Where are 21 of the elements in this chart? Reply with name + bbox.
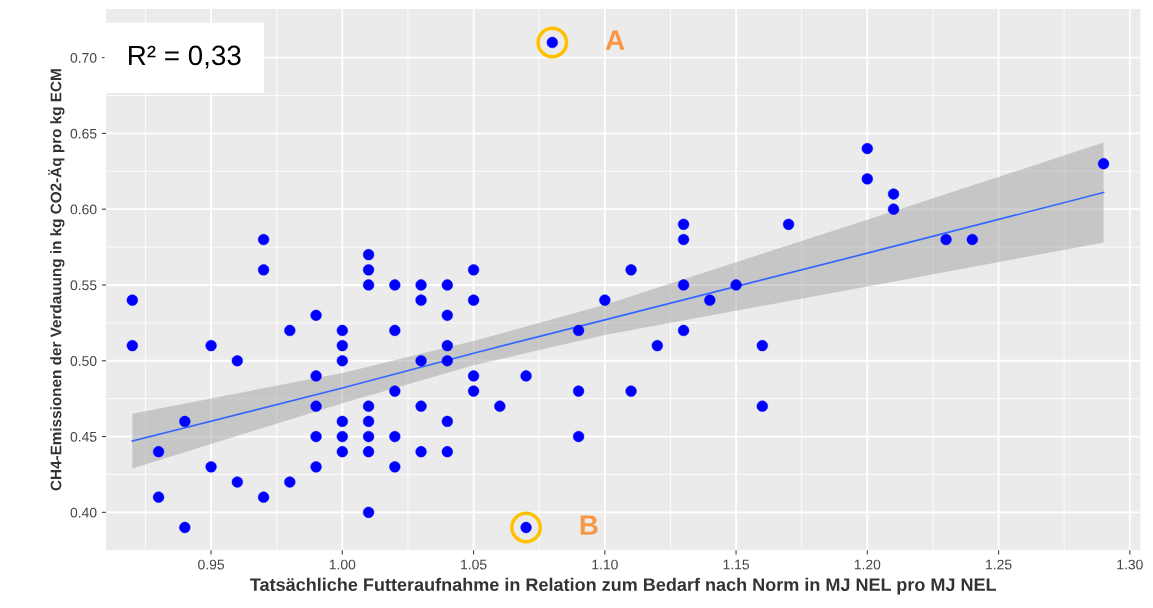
x-tick-label: 1.00 (329, 559, 356, 570)
x-tick-label: 1.10 (592, 559, 618, 570)
annotation: B (580, 515, 598, 535)
y-axis-title: CH4-Emissionen der Verdauung in kg CO2-Äq pro kg ECM (48, 69, 65, 491)
x-tick-label: 1.30 (1117, 559, 1143, 570)
annotation: A (605, 30, 625, 50)
line-series (131, 191, 1105, 442)
y-tick-label: 0.50 (70, 356, 97, 366)
x-tick-label: 0.95 (198, 559, 225, 570)
y-tick-label: 0.70 (70, 52, 97, 63)
y-tick-label: 0.60 (70, 204, 97, 215)
y-tick-label: 0.40 (70, 507, 97, 518)
annotation: R² = 0,33 (129, 45, 241, 69)
y-tick-label: 0.45 (70, 431, 97, 442)
x-tick-label: 1.05 (461, 559, 487, 570)
x-tick-label: 1.25 (986, 559, 1012, 570)
x-axis-title: Tatsächliche Futteraufnahme in Relation zum Bedarf nach Norm in MJ NEL pro MJ NEL (250, 577, 997, 595)
y-tick-label: 0.55 (70, 280, 97, 291)
y-tick-label: 0.65 (70, 128, 97, 139)
x-tick-label: 1.20 (854, 559, 881, 570)
x-tick-label: 1.15 (723, 559, 750, 570)
